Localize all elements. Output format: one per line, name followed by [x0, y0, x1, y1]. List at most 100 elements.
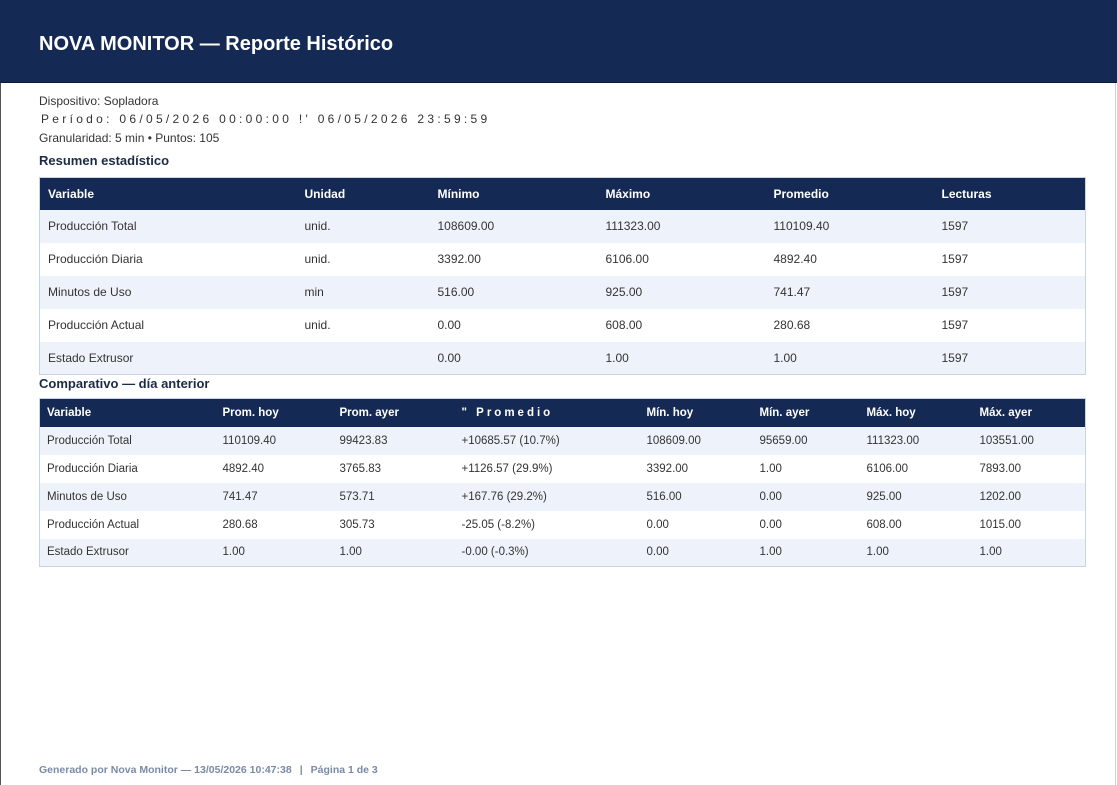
table-cell: 1015.00 [972, 510, 1086, 539]
table-cell: 3392.00 [429, 242, 598, 276]
report-title: NOVA MONITOR — Reporte Histórico [39, 33, 394, 55]
table-cell: 0.00 [639, 510, 753, 539]
table-cell: 1.00 [765, 341, 934, 375]
table-cell: 1.00 [215, 538, 333, 567]
table-cell: 1202.00 [972, 482, 1086, 511]
summary-col-unit: Unidad [296, 177, 430, 210]
table-cell: Producción Diaria [39, 454, 216, 483]
table-cell: -0.00 (-0.3%) [454, 538, 640, 567]
summary-header-row: Variable Unidad Mínimo Máximo Promedio L… [39, 177, 1086, 210]
granularity-label: Granularidad: 5 min • Puntos: 105 [39, 131, 220, 145]
table-cell: 6106.00 [859, 454, 973, 483]
table-cell: 1597 [933, 308, 1086, 342]
summary-title: Resumen estadístico [39, 153, 170, 168]
summary-col-variable: Variable [39, 177, 297, 210]
table-cell: unid. [296, 209, 430, 243]
table-cell: Producción Total [39, 426, 216, 455]
comparison-title: Comparativo — día anterior [39, 376, 210, 391]
table-cell: 608.00 [859, 510, 973, 539]
table-cell: 4892.40 [765, 242, 934, 276]
table-cell: 3765.83 [332, 454, 455, 483]
comparison-header-row: Variable Prom. hoy Prom. ayer " Promedio… [39, 398, 1086, 427]
summary-col-max: Máximo [597, 177, 766, 210]
table-cell: 925.00 [859, 482, 973, 511]
table-cell: -25.05 (-8.2%) [454, 510, 640, 539]
table-cell: 1.00 [752, 454, 860, 483]
table-cell: 7893.00 [972, 454, 1086, 483]
table-cell: 1.00 [597, 341, 766, 375]
table-cell: 4892.40 [215, 454, 333, 483]
table-cell: 111323.00 [859, 426, 973, 455]
table-cell: 1.00 [752, 538, 860, 567]
footer-separator: | [299, 764, 303, 776]
table-cell: 3392.00 [639, 454, 753, 483]
table-cell: 741.47 [765, 275, 934, 309]
table-row: Estado Extrusor 1.00 1.00 -0.00 (-0.3%) … [39, 538, 1086, 567]
table-cell: 516.00 [429, 275, 598, 309]
table-cell: Minutos de Uso [39, 482, 216, 511]
table-cell: unid. [296, 242, 430, 276]
period-label: Período: 06/05/2026 00:00:00 !' 06/05/20… [41, 112, 491, 126]
comparison-col-max-yesterday: Máx. ayer [972, 398, 1086, 427]
table-row: Producción Total 110109.40 99423.83 +106… [39, 426, 1086, 455]
table-cell: Minutos de Uso [39, 275, 297, 309]
table-cell: 280.68 [215, 510, 333, 539]
table-cell: 0.00 [639, 538, 753, 567]
table-cell: 103551.00 [972, 426, 1086, 455]
table-row: Estado Extrusor 0.00 1.00 1.00 1597 [39, 341, 1086, 375]
table-cell: Producción Diaria [39, 242, 297, 276]
comparison-col-min-today: Mín. hoy [639, 398, 753, 427]
table-row: Producción Actual 280.68 305.73 -25.05 (… [39, 510, 1086, 539]
table-cell: 95659.00 [752, 426, 860, 455]
table-cell [296, 341, 430, 375]
table-cell: 1.00 [972, 538, 1086, 567]
table-cell: 1597 [933, 275, 1086, 309]
table-cell: Producción Actual [39, 308, 297, 342]
table-cell: 110109.40 [215, 426, 333, 455]
table-cell: 111323.00 [597, 209, 766, 243]
table-cell: 108609.00 [429, 209, 598, 243]
table-cell: +10685.57 (10.7%) [454, 426, 640, 455]
table-row: Producción Actual unid. 0.00 608.00 280.… [39, 308, 1086, 342]
table-row: Producción Total unid. 108609.00 111323.… [39, 209, 1086, 243]
table-row: Producción Diaria 4892.40 3765.83 +1126.… [39, 454, 1086, 483]
comparison-table: Variable Prom. hoy Prom. ayer " Promedio… [39, 398, 1086, 567]
comparison-col-avg-delta: " Promedio [454, 398, 640, 427]
table-cell: 0.00 [429, 308, 598, 342]
table-cell: 608.00 [597, 308, 766, 342]
table-cell: 741.47 [215, 482, 333, 511]
table-cell: 0.00 [429, 341, 598, 375]
table-cell: 6106.00 [597, 242, 766, 276]
comparison-col-min-yesterday: Mín. ayer [752, 398, 860, 427]
table-cell: 1597 [933, 209, 1086, 243]
table-cell: 0.00 [752, 482, 860, 511]
summary-col-readings: Lecturas [933, 177, 1086, 210]
table-cell: min [296, 275, 430, 309]
table-row: Minutos de Uso min 516.00 925.00 741.47 … [39, 275, 1086, 309]
table-cell: 1.00 [332, 538, 455, 567]
comparison-col-avg-today: Prom. hoy [215, 398, 333, 427]
summary-col-avg: Promedio [765, 177, 934, 210]
table-cell: 305.73 [332, 510, 455, 539]
page-number: Página 1 de 3 [310, 764, 378, 776]
table-cell: 1597 [933, 242, 1086, 276]
table-cell: +1126.57 (29.9%) [454, 454, 640, 483]
table-cell: Estado Extrusor [39, 341, 297, 375]
table-cell: 0.00 [752, 510, 860, 539]
table-cell: 1597 [933, 341, 1086, 375]
table-cell: 280.68 [765, 308, 934, 342]
table-cell: 516.00 [639, 482, 753, 511]
table-cell: Producción Total [39, 209, 297, 243]
comparison-col-variable: Variable [39, 398, 216, 427]
table-cell: 108609.00 [639, 426, 753, 455]
device-label: Dispositivo: Sopladora [39, 94, 159, 108]
table-row: Minutos de Uso 741.47 573.71 +167.76 (29… [39, 482, 1086, 511]
table-cell: Estado Extrusor [39, 538, 216, 567]
comparison-col-avg-yesterday: Prom. ayer [332, 398, 455, 427]
summary-col-min: Mínimo [429, 177, 598, 210]
table-cell: Producción Actual [39, 510, 216, 539]
table-cell: 1.00 [859, 538, 973, 567]
table-cell: unid. [296, 308, 430, 342]
table-cell: +167.76 (29.2%) [454, 482, 640, 511]
